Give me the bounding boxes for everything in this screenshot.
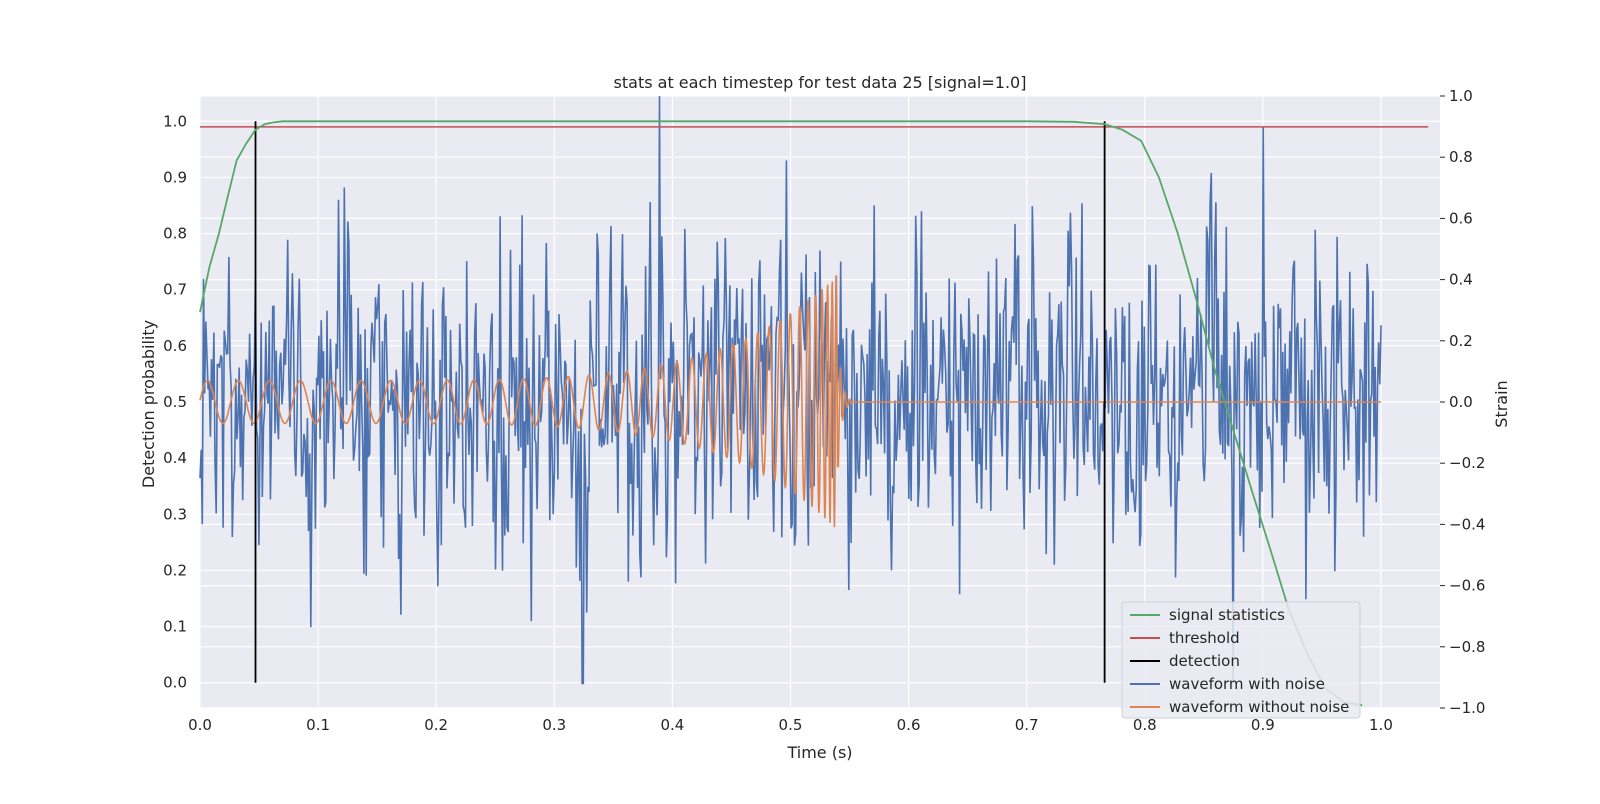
y-left-tick-label: 0.3	[163, 505, 187, 523]
y-left-tick-label: 0.5	[163, 393, 187, 411]
series-layer	[199, 95, 1429, 707]
y-right-tick-label: 0.0	[1449, 393, 1473, 411]
y-left-tick-label: 0.8	[163, 225, 187, 243]
y-right-tick-label: −0.2	[1449, 454, 1485, 472]
y-right-tick-label: −0.8	[1449, 638, 1485, 656]
y-right-tick-label: −1.0	[1449, 699, 1485, 717]
legend-label-waveform-with-noise: waveform with noise	[1169, 675, 1325, 693]
ticks: 0.0 0.1 0.2 0.3 0.4 0.5 0.6 0.7 0.8 0.9 1.0 0.0 0.1 0…	[163, 87, 1485, 734]
y-left-tick-label: 0.6	[163, 337, 187, 355]
y-left-tick-label: 0.7	[163, 281, 187, 299]
legend-label-waveform-without-noise: waveform without noise	[1169, 698, 1349, 716]
series-waveform-without-noise	[199, 275, 1381, 528]
legend-label-signal-statistics: signal statistics	[1169, 606, 1285, 624]
chart-title: stats at each timestep for test data 25 …	[614, 73, 1027, 92]
x-tick-label: 0.1	[306, 716, 330, 734]
x-tick-label: 1.0	[1369, 716, 1393, 734]
y-left-tick-label: 0.1	[163, 618, 187, 636]
x-tick-label: 0.9	[1251, 716, 1275, 734]
x-tick-label: 0.8	[1133, 716, 1157, 734]
x-tick-label: 0.0	[188, 716, 212, 734]
legend-box	[1121, 601, 1361, 719]
x-tick-label: 0.6	[897, 716, 921, 734]
x-tick-label: 0.7	[1015, 716, 1039, 734]
y-right-tick-label: 0.4	[1449, 271, 1473, 289]
y-right-tick-label: 0.2	[1449, 332, 1473, 350]
legend: signal statistics threshold detection wa…	[1121, 601, 1361, 719]
series-signal-statistics	[199, 120, 1363, 707]
y-axis-right-label: Strain	[1492, 380, 1511, 427]
legend-label-detection: detection	[1169, 652, 1240, 670]
y-right-tick-label: 0.8	[1449, 148, 1473, 166]
y-left-tick-label: 1.0	[163, 112, 187, 130]
y-right-tick-label: 0.6	[1449, 209, 1473, 227]
y-left-tick-label: 0.0	[163, 674, 187, 692]
y-left-tick-label: 0.4	[163, 449, 187, 467]
x-axis-label: Time (s)	[786, 743, 852, 762]
y-right-tick-label: −0.4	[1449, 515, 1485, 533]
y-left-tick-label: 0.9	[163, 168, 187, 186]
legend-label-threshold: threshold	[1169, 629, 1240, 647]
y-right-tick-label: −0.6	[1449, 577, 1485, 595]
x-tick-label: 0.2	[424, 716, 448, 734]
x-tick-label: 0.3	[542, 716, 566, 734]
series-waveform-with-noise	[199, 95, 1382, 685]
y-left-tick-label: 0.2	[163, 561, 187, 579]
x-tick-label: 0.4	[660, 716, 684, 734]
x-tick-label: 0.5	[779, 716, 803, 734]
y-right-tick-label: 1.0	[1449, 87, 1473, 105]
y-axis-left-label: Detection probability	[139, 320, 158, 488]
